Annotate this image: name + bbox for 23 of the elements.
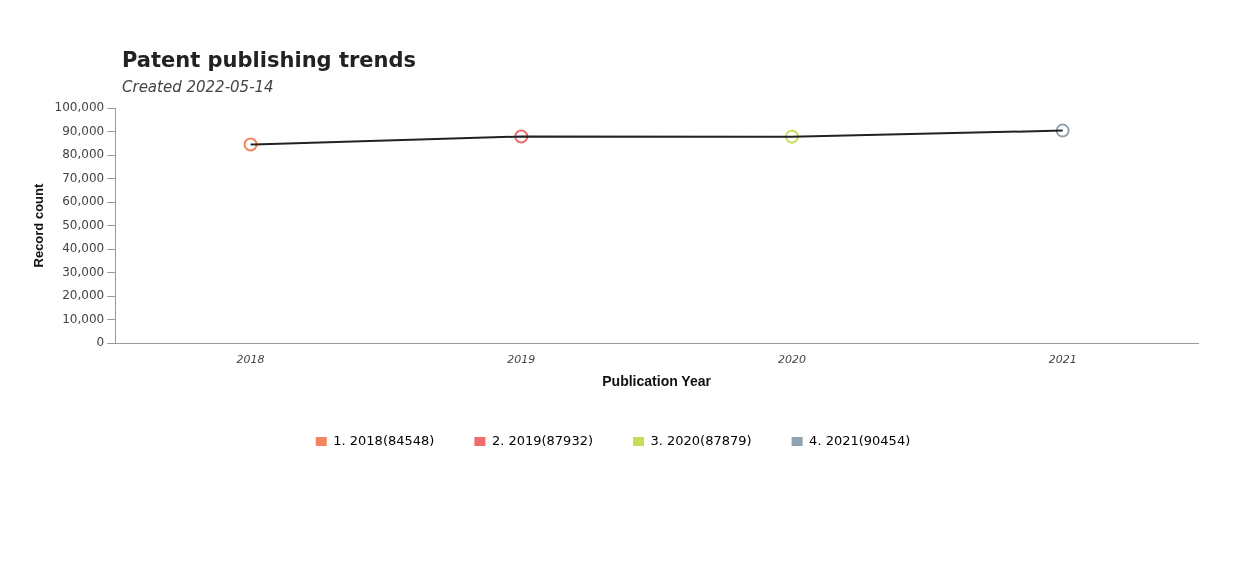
y-tick-label: 10,000: [62, 311, 105, 326]
y-tick-label: 80,000: [62, 147, 105, 162]
y-tick-label: 0: [96, 335, 105, 350]
x-tick-label: 2018: [236, 353, 265, 367]
x-tick-label: 2021: [1048, 353, 1077, 367]
legend-label: 2. 2019(87932): [491, 432, 594, 448]
y-tick-label: 100,000: [54, 100, 105, 115]
y-tick-label: 20,000: [62, 288, 105, 303]
x-tick-label: 2019: [507, 353, 536, 367]
y-tick-label: 50,000: [62, 217, 105, 232]
y-tick-label: 90,000: [62, 123, 105, 138]
legend-label: 1. 2018(84548): [333, 432, 435, 448]
y-tick-label: 40,000: [62, 241, 105, 256]
y-tick-label: 70,000: [62, 170, 105, 185]
y-tick-label: 60,000: [62, 194, 105, 209]
y-axis-title: Record count: [31, 183, 47, 268]
chart-subtitle: Created 2022-05-14: [122, 78, 275, 96]
legend-label: 4. 2021(90454): [809, 432, 911, 448]
legend-label: 3. 2020(87879): [650, 432, 752, 448]
x-axis-title: Publication Year: [602, 373, 712, 390]
y-tick-label: 30,000: [62, 264, 105, 279]
chart-title: Patent publishing trends: [122, 48, 418, 72]
x-tick-label: 2020: [777, 353, 806, 367]
